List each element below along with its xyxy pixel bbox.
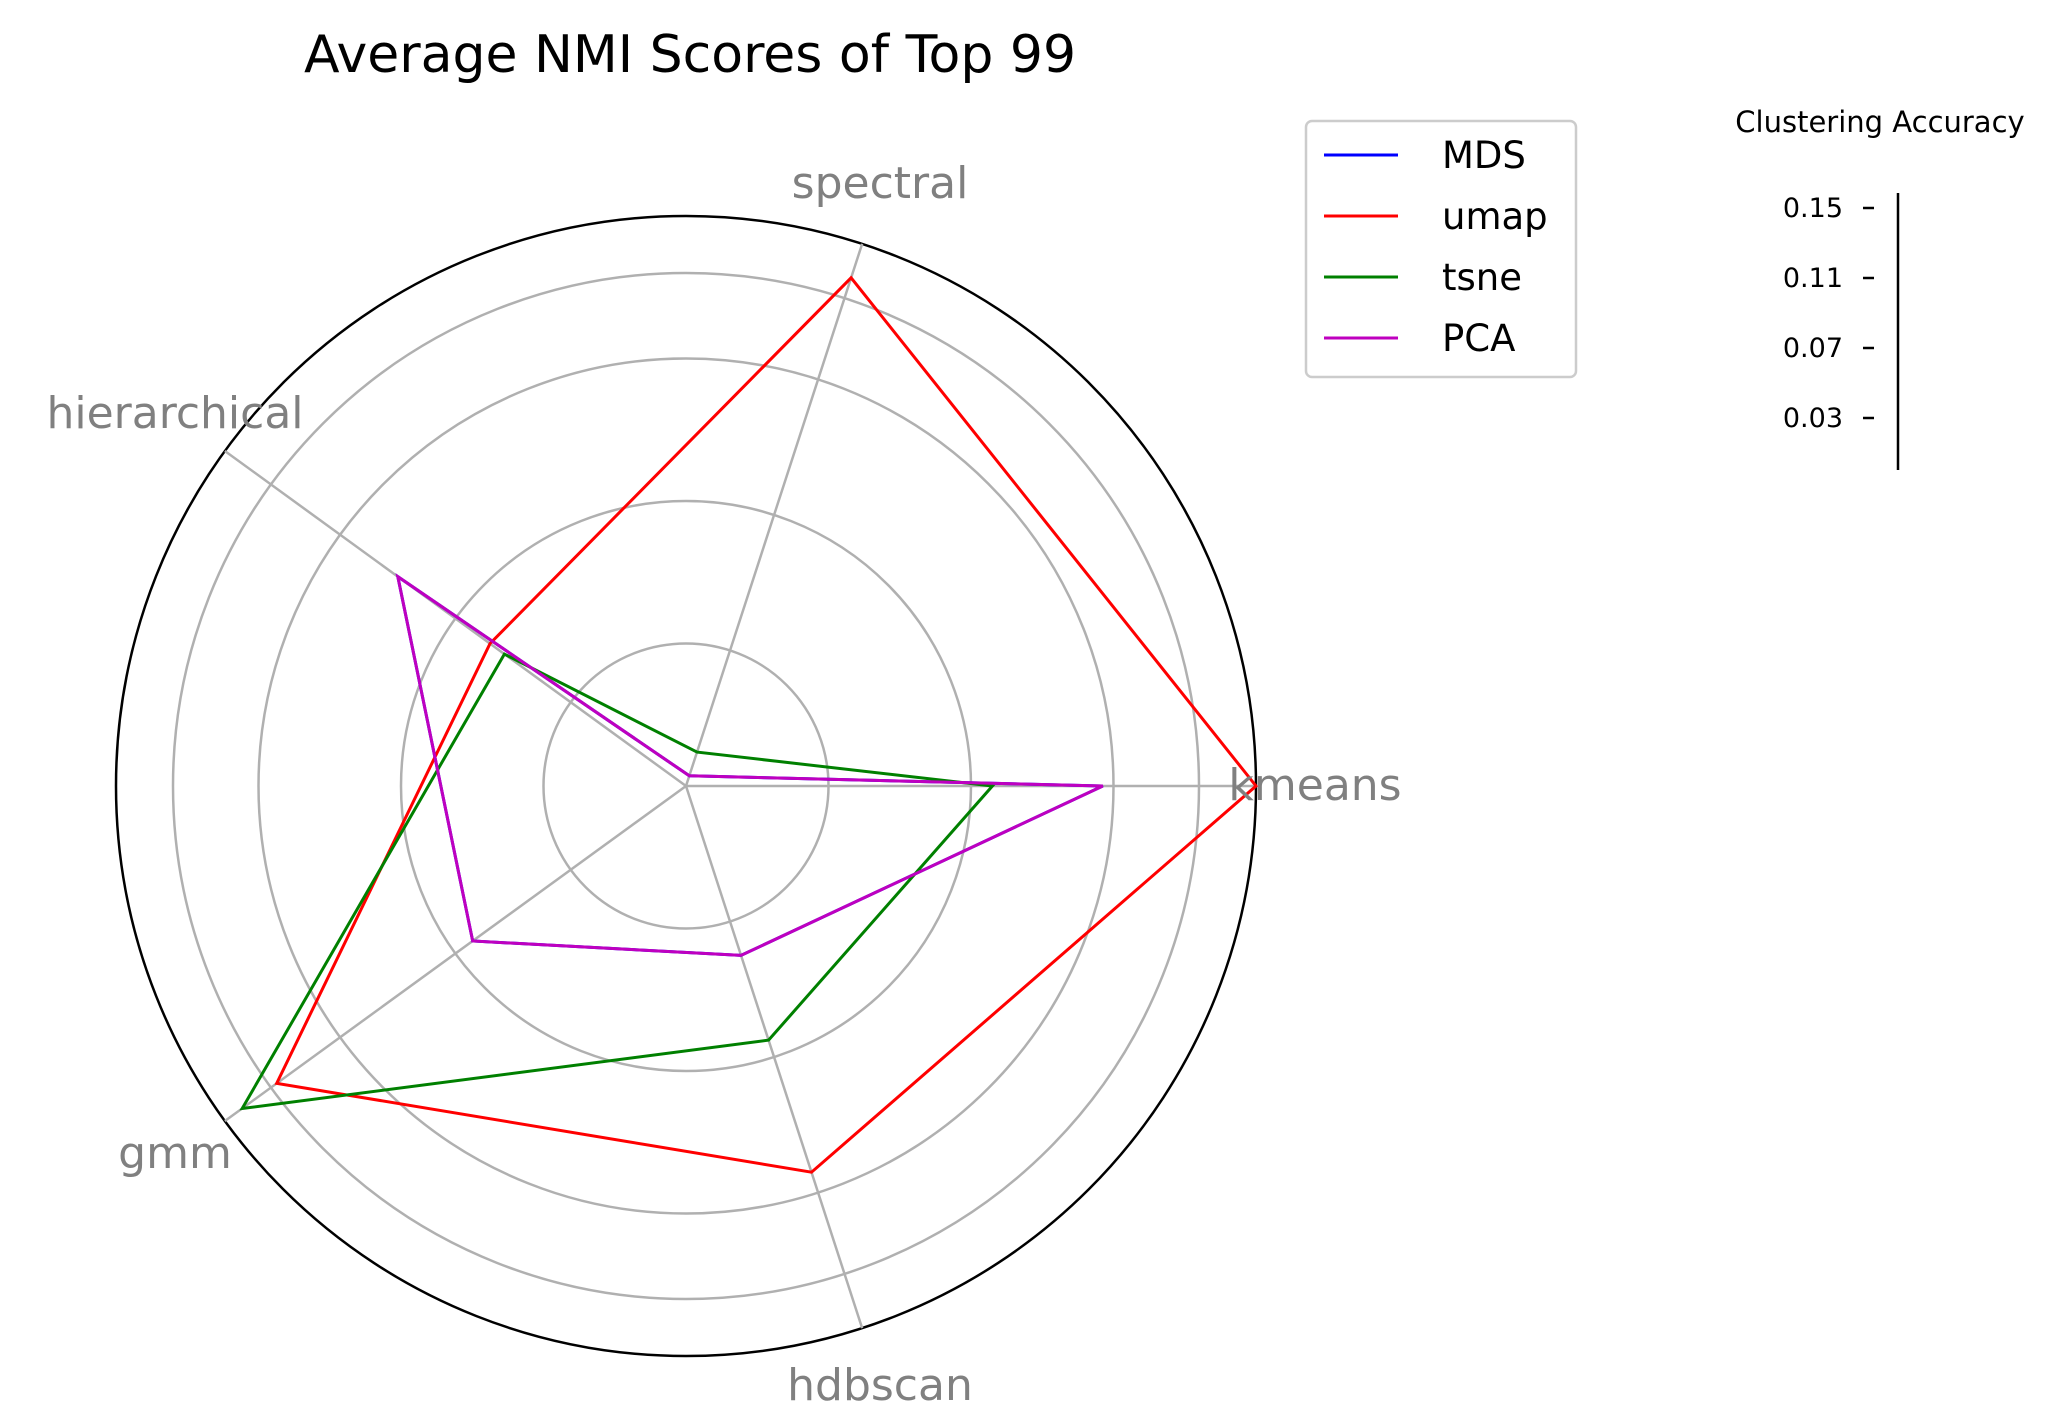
radar-series [239, 275, 1259, 1174]
scale-tick-label: 0.07 [1783, 333, 1843, 364]
series-line-mds [395, 573, 1104, 957]
series-line-tsne [239, 652, 996, 1111]
legend-label-mds: MDS [1442, 134, 1526, 177]
accuracy-scale: Clustering Accuracy 0.15 0.11 0.07 0.03 [1735, 105, 2025, 470]
spoke-hierarchical [224, 449, 687, 788]
series-line-pca [395, 573, 1104, 957]
radar-spokes [224, 243, 1256, 1329]
axis-label-gmm: gmm [118, 1128, 232, 1179]
legend-box [1304, 119, 1578, 379]
axis-label-hierarchical: hierarchical [46, 388, 303, 439]
scale-title: Clustering Accuracy [1735, 105, 2024, 139]
scale-tick-label: 0.11 [1783, 263, 1843, 294]
legend: MDS umap tsne PCA [1304, 119, 1578, 379]
axis-labels: kmeans spectral hierarchical gmm hdbscan [46, 158, 1401, 1411]
spoke-gmm [224, 784, 687, 1123]
scale-tick-label: 0.15 [1783, 193, 1843, 224]
axis-label-hdbscan: hdbscan [787, 1360, 973, 1411]
axis-label-spectral: spectral [792, 158, 969, 209]
chart-title: Average NMI Scores of Top 99 [304, 25, 1076, 85]
legend-label-umap: umap [1442, 195, 1548, 238]
scale-tick-label: 0.03 [1783, 403, 1843, 434]
spoke-spectral [684, 243, 864, 787]
legend-label-pca: PCA [1442, 317, 1515, 360]
spoke-hdbscan [684, 785, 864, 1329]
legend-label-tsne: tsne [1442, 256, 1522, 299]
axis-label-kmeans: kmeans [1228, 760, 1401, 811]
